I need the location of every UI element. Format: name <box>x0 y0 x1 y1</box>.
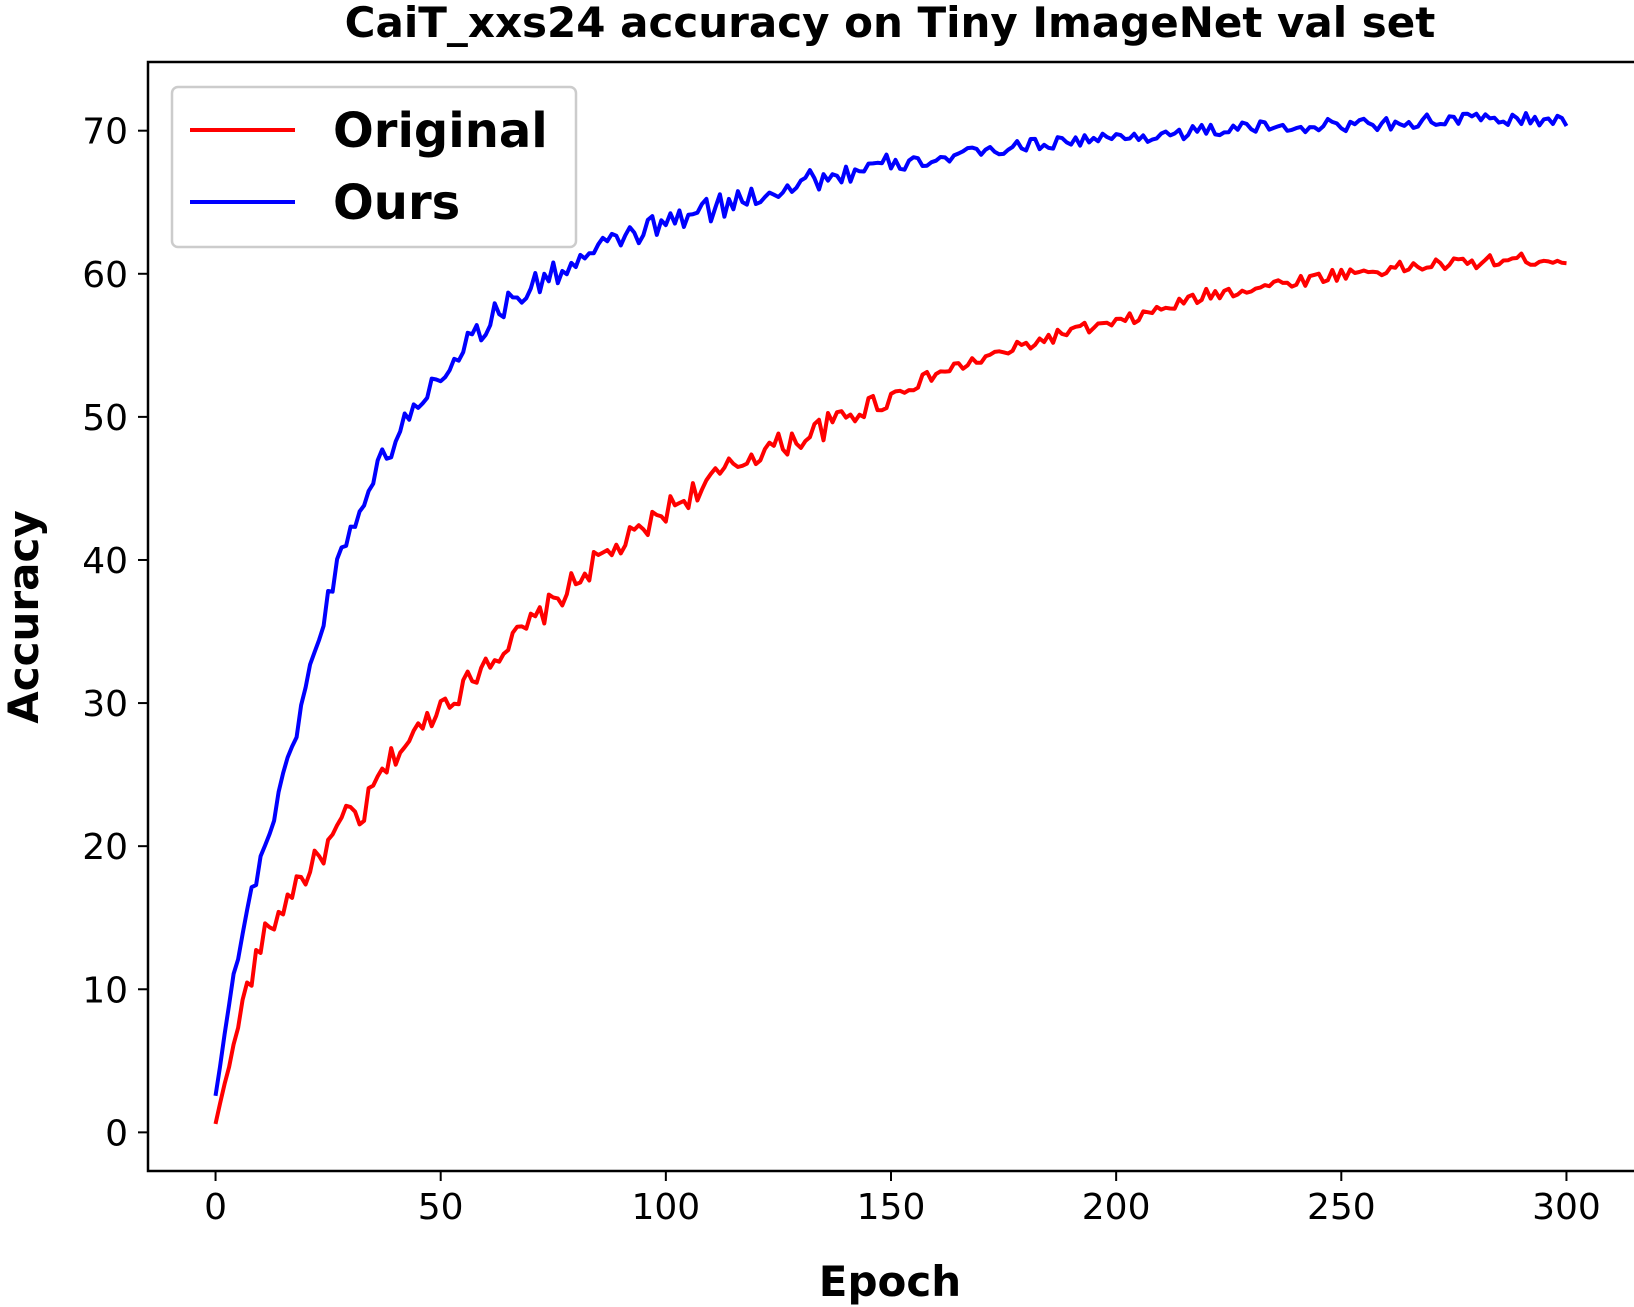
series-line-ours <box>213 111 1569 1097</box>
x-tick-label: 250 <box>1307 1187 1376 1228</box>
x-tick-label: 0 <box>204 1187 227 1228</box>
x-tick-label: 200 <box>1082 1187 1151 1228</box>
legend: Original Ours <box>170 85 578 249</box>
y-tick-label: 30 <box>82 684 128 725</box>
y-tick-label: 50 <box>82 398 128 439</box>
y-axis-label: Accuracy <box>0 510 48 724</box>
x-tick-label: 50 <box>418 1187 464 1228</box>
series-line-original <box>213 251 1567 1125</box>
x-tick-label: 150 <box>857 1187 926 1228</box>
plot-area: 0 50 100 150 200 250 300 0 10 20 30 40 50 60 70 <box>82 60 1634 1228</box>
chart-title: CaiT_xxs24 accuracy on Tiny ImageNet val… <box>345 0 1436 47</box>
y-tick-label: 60 <box>82 255 128 296</box>
legend-label-ours: Ours <box>333 175 460 231</box>
legend-box <box>170 85 578 249</box>
x-axis-label: Epoch <box>819 1257 961 1306</box>
legend-label-original: Original <box>333 103 548 159</box>
x-tick-label: 300 <box>1532 1187 1601 1228</box>
y-tick-label: 10 <box>82 970 128 1011</box>
y-tick-label: 0 <box>105 1113 128 1154</box>
y-tick-label: 20 <box>82 827 128 868</box>
y-tick-label: 70 <box>82 112 128 153</box>
x-tick-label: 100 <box>631 1187 700 1228</box>
y-tick-label: 40 <box>82 541 128 582</box>
